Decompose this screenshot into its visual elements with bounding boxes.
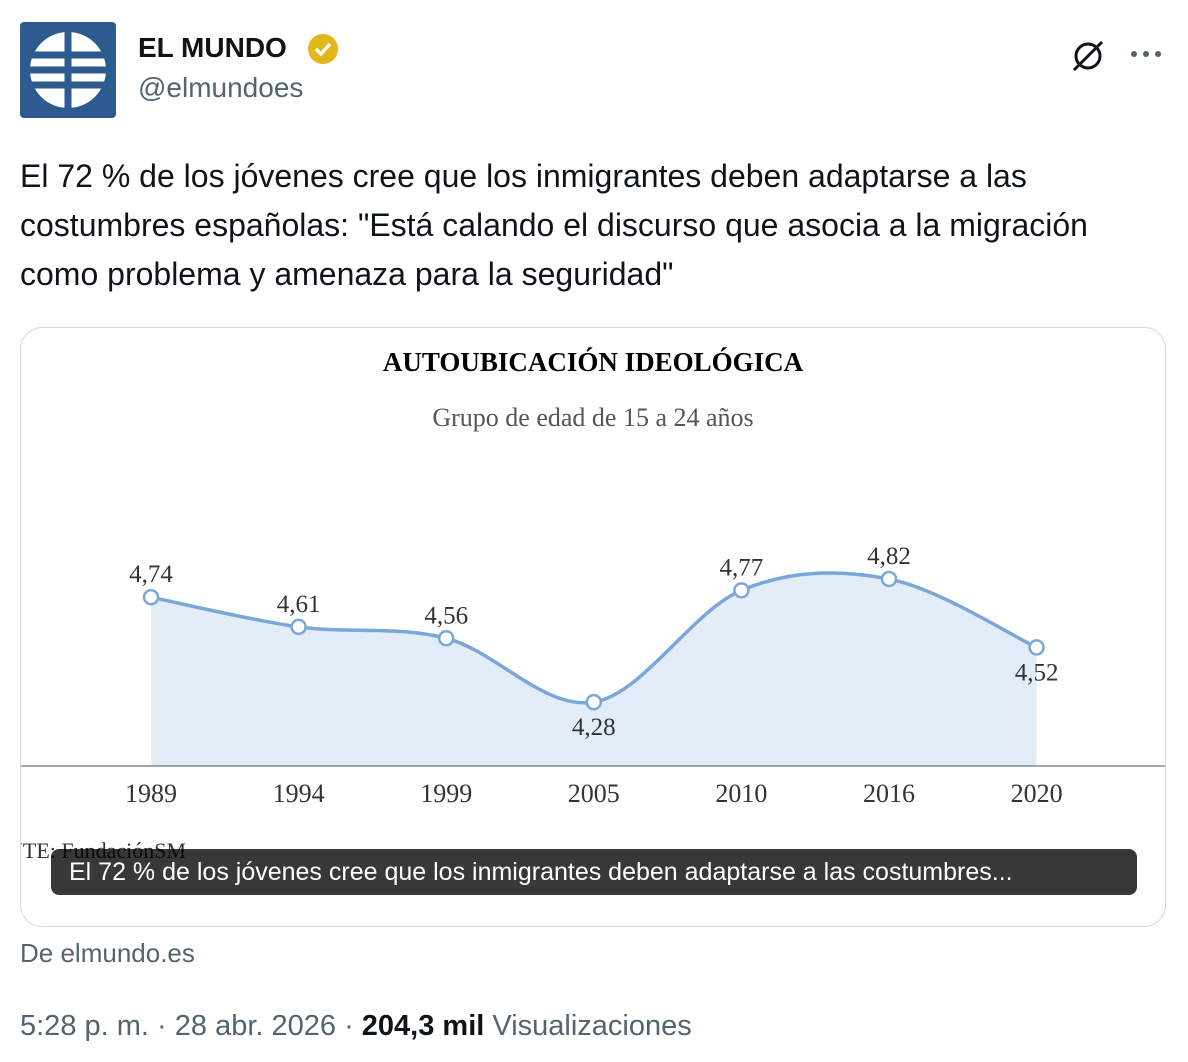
date[interactable]: 28 abr. 2026 — [174, 1010, 337, 1042]
chart-title: AUTOUBICACIÓN IDEOLÓGICA — [383, 347, 804, 377]
x-tick-label: 1999 — [420, 779, 472, 808]
x-tick-label: 2010 — [715, 779, 767, 808]
point — [437, 630, 455, 647]
account-handle[interactable]: @elmundoes — [138, 72, 304, 103]
point — [585, 693, 603, 711]
x-tick-label: 1989 — [125, 779, 177, 808]
media-card[interactable]: AUTOUBICACIÓN IDEOLÓGICA Grupo de edad d… — [20, 327, 1166, 927]
value-label: 4,52 — [1015, 659, 1059, 686]
x-tick-label: 1994 — [273, 779, 325, 808]
value-label: 4,28 — [572, 714, 616, 741]
views-label: Visualizaciones — [492, 1010, 692, 1042]
link-source[interactable]: De elmundo.es — [20, 938, 195, 968]
card-caption: El 72 % de los jóvenes cree que los inmi… — [51, 849, 1137, 895]
point — [142, 588, 160, 606]
value-label: 4,82 — [867, 543, 911, 570]
x-tick-label: 2016 — [863, 779, 915, 808]
x-tick-label: 2005 — [568, 779, 620, 808]
chart: AUTOUBICACIÓN IDEOLÓGICA Grupo de edad d… — [21, 347, 1165, 863]
meta-row: 5:28 p. m. · 28 abr. 2026 · 204,3 mil Vi… — [20, 1010, 692, 1042]
tweet-text: El 72 % de los jóvenes cree que los inmi… — [20, 158, 1088, 292]
point — [1028, 639, 1045, 656]
avatar[interactable] — [20, 22, 116, 118]
value-label: 4,61 — [277, 591, 321, 618]
point — [290, 618, 307, 636]
point — [880, 570, 898, 588]
value-label: 4,77 — [720, 554, 764, 581]
x-tick-label: 2020 — [1011, 779, 1063, 808]
time[interactable]: 5:28 p. m. — [20, 1010, 149, 1042]
account-name[interactable]: EL MUNDO — [138, 32, 287, 63]
verified-badge — [308, 34, 338, 64]
more-icon[interactable] — [1128, 44, 1164, 64]
views: 204,3 mil — [361, 1010, 485, 1042]
value-label: 4,74 — [129, 561, 173, 588]
chart-subtitle: Grupo de edad de 15 a 24 años — [432, 403, 753, 432]
area — [151, 572, 1037, 766]
value-label: 4,56 — [424, 602, 468, 629]
grok-icon[interactable] — [1068, 36, 1108, 76]
point — [733, 582, 750, 599]
